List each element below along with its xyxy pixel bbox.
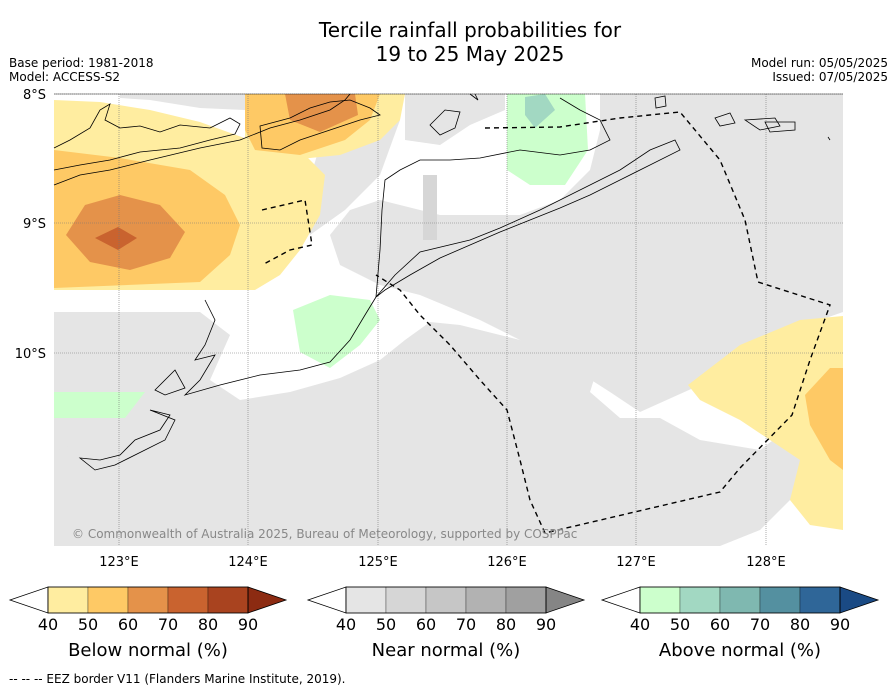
colorbar-near-tick: 50 bbox=[376, 615, 396, 634]
colorbar-below-outline bbox=[47, 586, 249, 614]
base-period: Base period: 1981-2018 bbox=[9, 56, 154, 70]
eez-border bbox=[261, 111, 831, 534]
lat-label: 9°S bbox=[23, 217, 46, 232]
colorbar-near-tick: 80 bbox=[496, 615, 516, 634]
coastline bbox=[53, 93, 831, 471]
colorbar-label-near: Near normal (%) bbox=[371, 640, 521, 661]
colorbar-below-tick: 40 bbox=[38, 615, 58, 634]
colorbar-near-tick: 60 bbox=[416, 615, 436, 634]
colorbar-below-tick: 90 bbox=[238, 615, 258, 634]
colorbar-below-segment bbox=[167, 586, 209, 614]
colorbar-near-segment bbox=[345, 586, 387, 614]
map-title: Tercile rainfall probabilities for 19 to… bbox=[0, 18, 896, 66]
map-plot-area bbox=[53, 93, 843, 546]
lon-label: 128°E bbox=[746, 555, 786, 570]
title-line-1: Tercile rainfall probabilities for bbox=[318, 18, 622, 42]
colorbar-above-outline bbox=[639, 586, 841, 614]
colorbar-below-min-arrow bbox=[8, 586, 49, 614]
colorbar-below-tick: 50 bbox=[78, 615, 98, 634]
colorbar-near-segment bbox=[505, 586, 547, 614]
colorbar-near-segment bbox=[385, 586, 427, 614]
lon-label: 124°E bbox=[228, 555, 268, 570]
colorbar-near-outline bbox=[345, 586, 547, 614]
colorbar-above-min-arrow bbox=[600, 586, 641, 614]
latitude-labels: 8°S 9°S 10°S bbox=[15, 88, 46, 362]
colorbar-below-segment bbox=[127, 586, 169, 614]
colorbar-above-segment bbox=[719, 586, 761, 614]
eez-footnote: -- -- -- EEZ border V11 (Flanders Marine… bbox=[9, 672, 346, 686]
lon-label: 123°E bbox=[99, 555, 139, 570]
model-info: Base period: 1981-2018 Model: ACCESS-S2 bbox=[9, 56, 154, 84]
below-normal-region bbox=[54, 94, 843, 530]
colorbar-above-tick: 50 bbox=[670, 615, 690, 634]
near-normal-50-patch bbox=[423, 175, 437, 240]
lat-label: 10°S bbox=[15, 347, 46, 362]
colorbar-above-tick: 40 bbox=[630, 615, 650, 634]
copyright-text: © Commonwealth of Australia 2025, Bureau… bbox=[72, 527, 577, 541]
colorbar-above-segment bbox=[679, 586, 721, 614]
colorbar-below-segment bbox=[87, 586, 129, 614]
colorbar-label-below: Below normal (%) bbox=[68, 640, 228, 661]
lon-label: 125°E bbox=[358, 555, 398, 570]
colorbar-above-segment bbox=[799, 586, 841, 614]
colorbar-below-segment bbox=[47, 586, 89, 614]
colorbar-below-segment bbox=[207, 586, 249, 614]
model-run: Model run: 05/05/2025 bbox=[750, 56, 888, 70]
title-line-2: 19 to 25 May 2025 bbox=[375, 42, 565, 66]
colorbar-below-tick: 80 bbox=[198, 615, 218, 634]
model-name: Model: ACCESS-S2 bbox=[9, 70, 121, 84]
colorbar-near-tick: 70 bbox=[456, 615, 476, 634]
colorbar-near-min-arrow bbox=[306, 586, 347, 614]
colorbar-near-tick: 90 bbox=[536, 615, 556, 634]
colorbar-above-segment bbox=[759, 586, 801, 614]
colorbar-near-tick: 40 bbox=[336, 615, 356, 634]
lon-label: 126°E bbox=[487, 555, 527, 570]
run-info: Model run: 05/05/2025 Issued: 07/05/2025 bbox=[751, 56, 888, 84]
colorbar-above-segment bbox=[639, 586, 681, 614]
colorbar-above-tick: 90 bbox=[830, 615, 850, 634]
colorbar-near-max-arrow bbox=[545, 586, 586, 614]
colorbar-below-tick: 60 bbox=[118, 615, 138, 634]
near-normal-region bbox=[54, 94, 843, 546]
lon-label: 127°E bbox=[616, 555, 656, 570]
colorbar-above-tick: 80 bbox=[790, 615, 810, 634]
lat-label: 8°S bbox=[23, 88, 46, 103]
issued-date: Issued: 07/05/2025 bbox=[772, 70, 888, 84]
colorbar-above-tick: 70 bbox=[750, 615, 770, 634]
colorbar-below-tick: 70 bbox=[158, 615, 178, 634]
colorbar-above-max-arrow bbox=[839, 586, 880, 614]
colorbar-near-segment bbox=[425, 586, 467, 614]
colorbar-below-max-arrow bbox=[247, 586, 288, 614]
colorbar-near-segment bbox=[465, 586, 507, 614]
colorbar-above-tick: 60 bbox=[710, 615, 730, 634]
colorbar-label-above: Above normal (%) bbox=[658, 640, 822, 661]
colorbars: 40 50 60 70 80 90 40 50 60 70 80 90 40 50 60 70 80 90 bbox=[8, 586, 880, 634]
above-normal-region bbox=[54, 94, 588, 418]
longitude-labels: 123°E 124°E 125°E 126°E 127°E 128°E bbox=[99, 555, 786, 570]
